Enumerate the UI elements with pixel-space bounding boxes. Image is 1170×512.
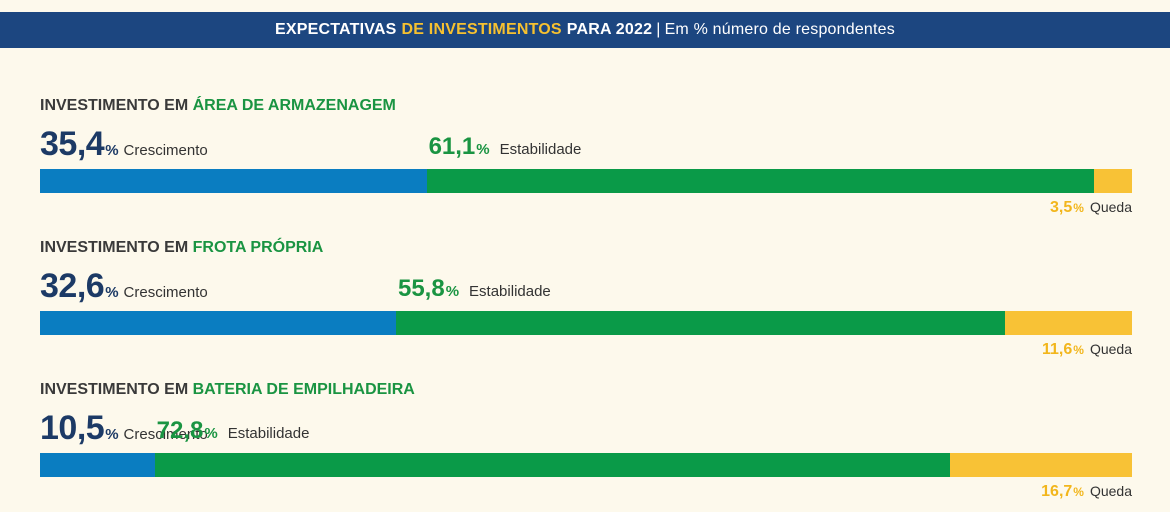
chart-section: INVESTIMENTO EM ÁREA DE ARMAZENAGEM 35,4%…	[40, 97, 1132, 227]
decline-label: 3,5% Queda	[1050, 199, 1132, 217]
growth-word: Crescimento	[123, 142, 208, 159]
bar-segment-stable	[426, 169, 1094, 193]
stable-word: Estabilidade	[499, 141, 582, 158]
header-highlight: DE INVESTIMENTOS	[401, 21, 562, 38]
growth-value: 35,4	[40, 125, 105, 163]
decline-label: 11,6% Queda	[1042, 341, 1132, 359]
top-strip	[0, 0, 1170, 12]
stable-word: Estabilidade	[469, 283, 551, 300]
decline-value: 16,7	[1041, 483, 1073, 500]
section-title: INVESTIMENTO EM FROTA PRÓPRIA	[40, 239, 323, 257]
chart-header: EXPECTATIVAS DE INVESTIMENTOS PARA 2022 …	[0, 12, 1170, 48]
growth-label: 32,6% Crescimento	[40, 267, 208, 306]
decline-label: 16,7% Queda	[1041, 483, 1132, 501]
decline-value: 11,6	[1042, 341, 1073, 358]
growth-value: 10,5	[40, 409, 105, 447]
section-title-prefix: INVESTIMENTO EM	[40, 239, 189, 256]
stable-label: 55,8% Estabilidade	[398, 275, 551, 303]
stable-value: 61,1	[428, 133, 476, 160]
section-title-highlight: FROTA PRÓPRIA	[192, 239, 324, 256]
decline-percent-sign: %	[1073, 343, 1084, 357]
stable-word: Estabilidade	[227, 425, 310, 442]
bar-segment-decline	[949, 453, 1132, 477]
stable-percent-sign: %	[476, 141, 490, 158]
decline-word: Queda	[1089, 341, 1132, 357]
bar-segment-stable	[154, 453, 950, 477]
header-part-1: EXPECTATIVAS	[275, 21, 397, 38]
bar-segment-decline	[1005, 311, 1132, 335]
stable-percent-sign: %	[445, 283, 460, 300]
growth-percent-sign: %	[105, 284, 119, 301]
chart-section: INVESTIMENTO EM BATERIA DE EMPILHADEIRA 1…	[40, 381, 1132, 511]
section-title-prefix: INVESTIMENTO EM	[40, 381, 189, 398]
bar-segment-stable	[395, 311, 1006, 335]
decline-word: Queda	[1089, 199, 1132, 215]
growth-label: 35,4% Crescimento	[40, 125, 208, 164]
chart-section: INVESTIMENTO EM FROTA PRÓPRIA 32,6% Cresci…	[40, 239, 1132, 369]
stable-value: 55,8	[397, 275, 445, 302]
section-title: INVESTIMENTO EM ÁREA DE ARMAZENAGEM	[40, 97, 396, 115]
stacked-bar	[40, 311, 1132, 335]
growth-value: 32,6	[40, 267, 105, 305]
decline-percent-sign: %	[1073, 201, 1084, 215]
bar-segment-growth	[40, 311, 396, 335]
growth-word: Crescimento	[123, 426, 208, 443]
header-subtitle: Em % número de respondentes	[664, 21, 895, 38]
section-title-highlight: BATERIA DE EMPILHADEIRA	[192, 381, 415, 398]
section-title-prefix: INVESTIMENTO EM	[40, 97, 189, 114]
decline-percent-sign: %	[1073, 485, 1084, 499]
decline-word: Queda	[1089, 483, 1132, 499]
decline-value: 3,5	[1050, 199, 1073, 216]
section-title: INVESTIMENTO EM BATERIA DE EMPILHADEIRA	[40, 381, 415, 399]
header-separator: |	[656, 21, 661, 38]
bar-segment-growth	[40, 169, 427, 193]
bar-segment-growth	[40, 453, 155, 477]
stable-label: 72,8% Estabilidade	[157, 417, 310, 445]
growth-label: 10,5% Crescimento	[40, 409, 208, 448]
stacked-bar	[40, 169, 1132, 193]
section-title-highlight: ÁREA DE ARMAZENAGEM	[192, 97, 396, 114]
growth-percent-sign: %	[105, 426, 119, 443]
bar-segment-decline	[1093, 169, 1132, 193]
growth-word: Crescimento	[123, 284, 208, 301]
growth-percent-sign: %	[105, 142, 119, 159]
stable-value: 72,8	[156, 417, 204, 444]
stacked-bar	[40, 453, 1132, 477]
stable-percent-sign: %	[204, 425, 218, 442]
header-part-3: PARA 2022	[566, 21, 653, 38]
stable-label: 61,1% Estabilidade	[429, 133, 582, 161]
